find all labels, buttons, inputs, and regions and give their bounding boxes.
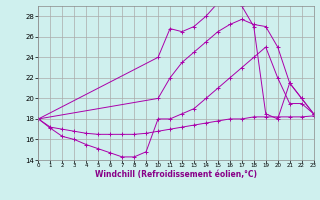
X-axis label: Windchill (Refroidissement éolien,°C): Windchill (Refroidissement éolien,°C) bbox=[95, 170, 257, 179]
